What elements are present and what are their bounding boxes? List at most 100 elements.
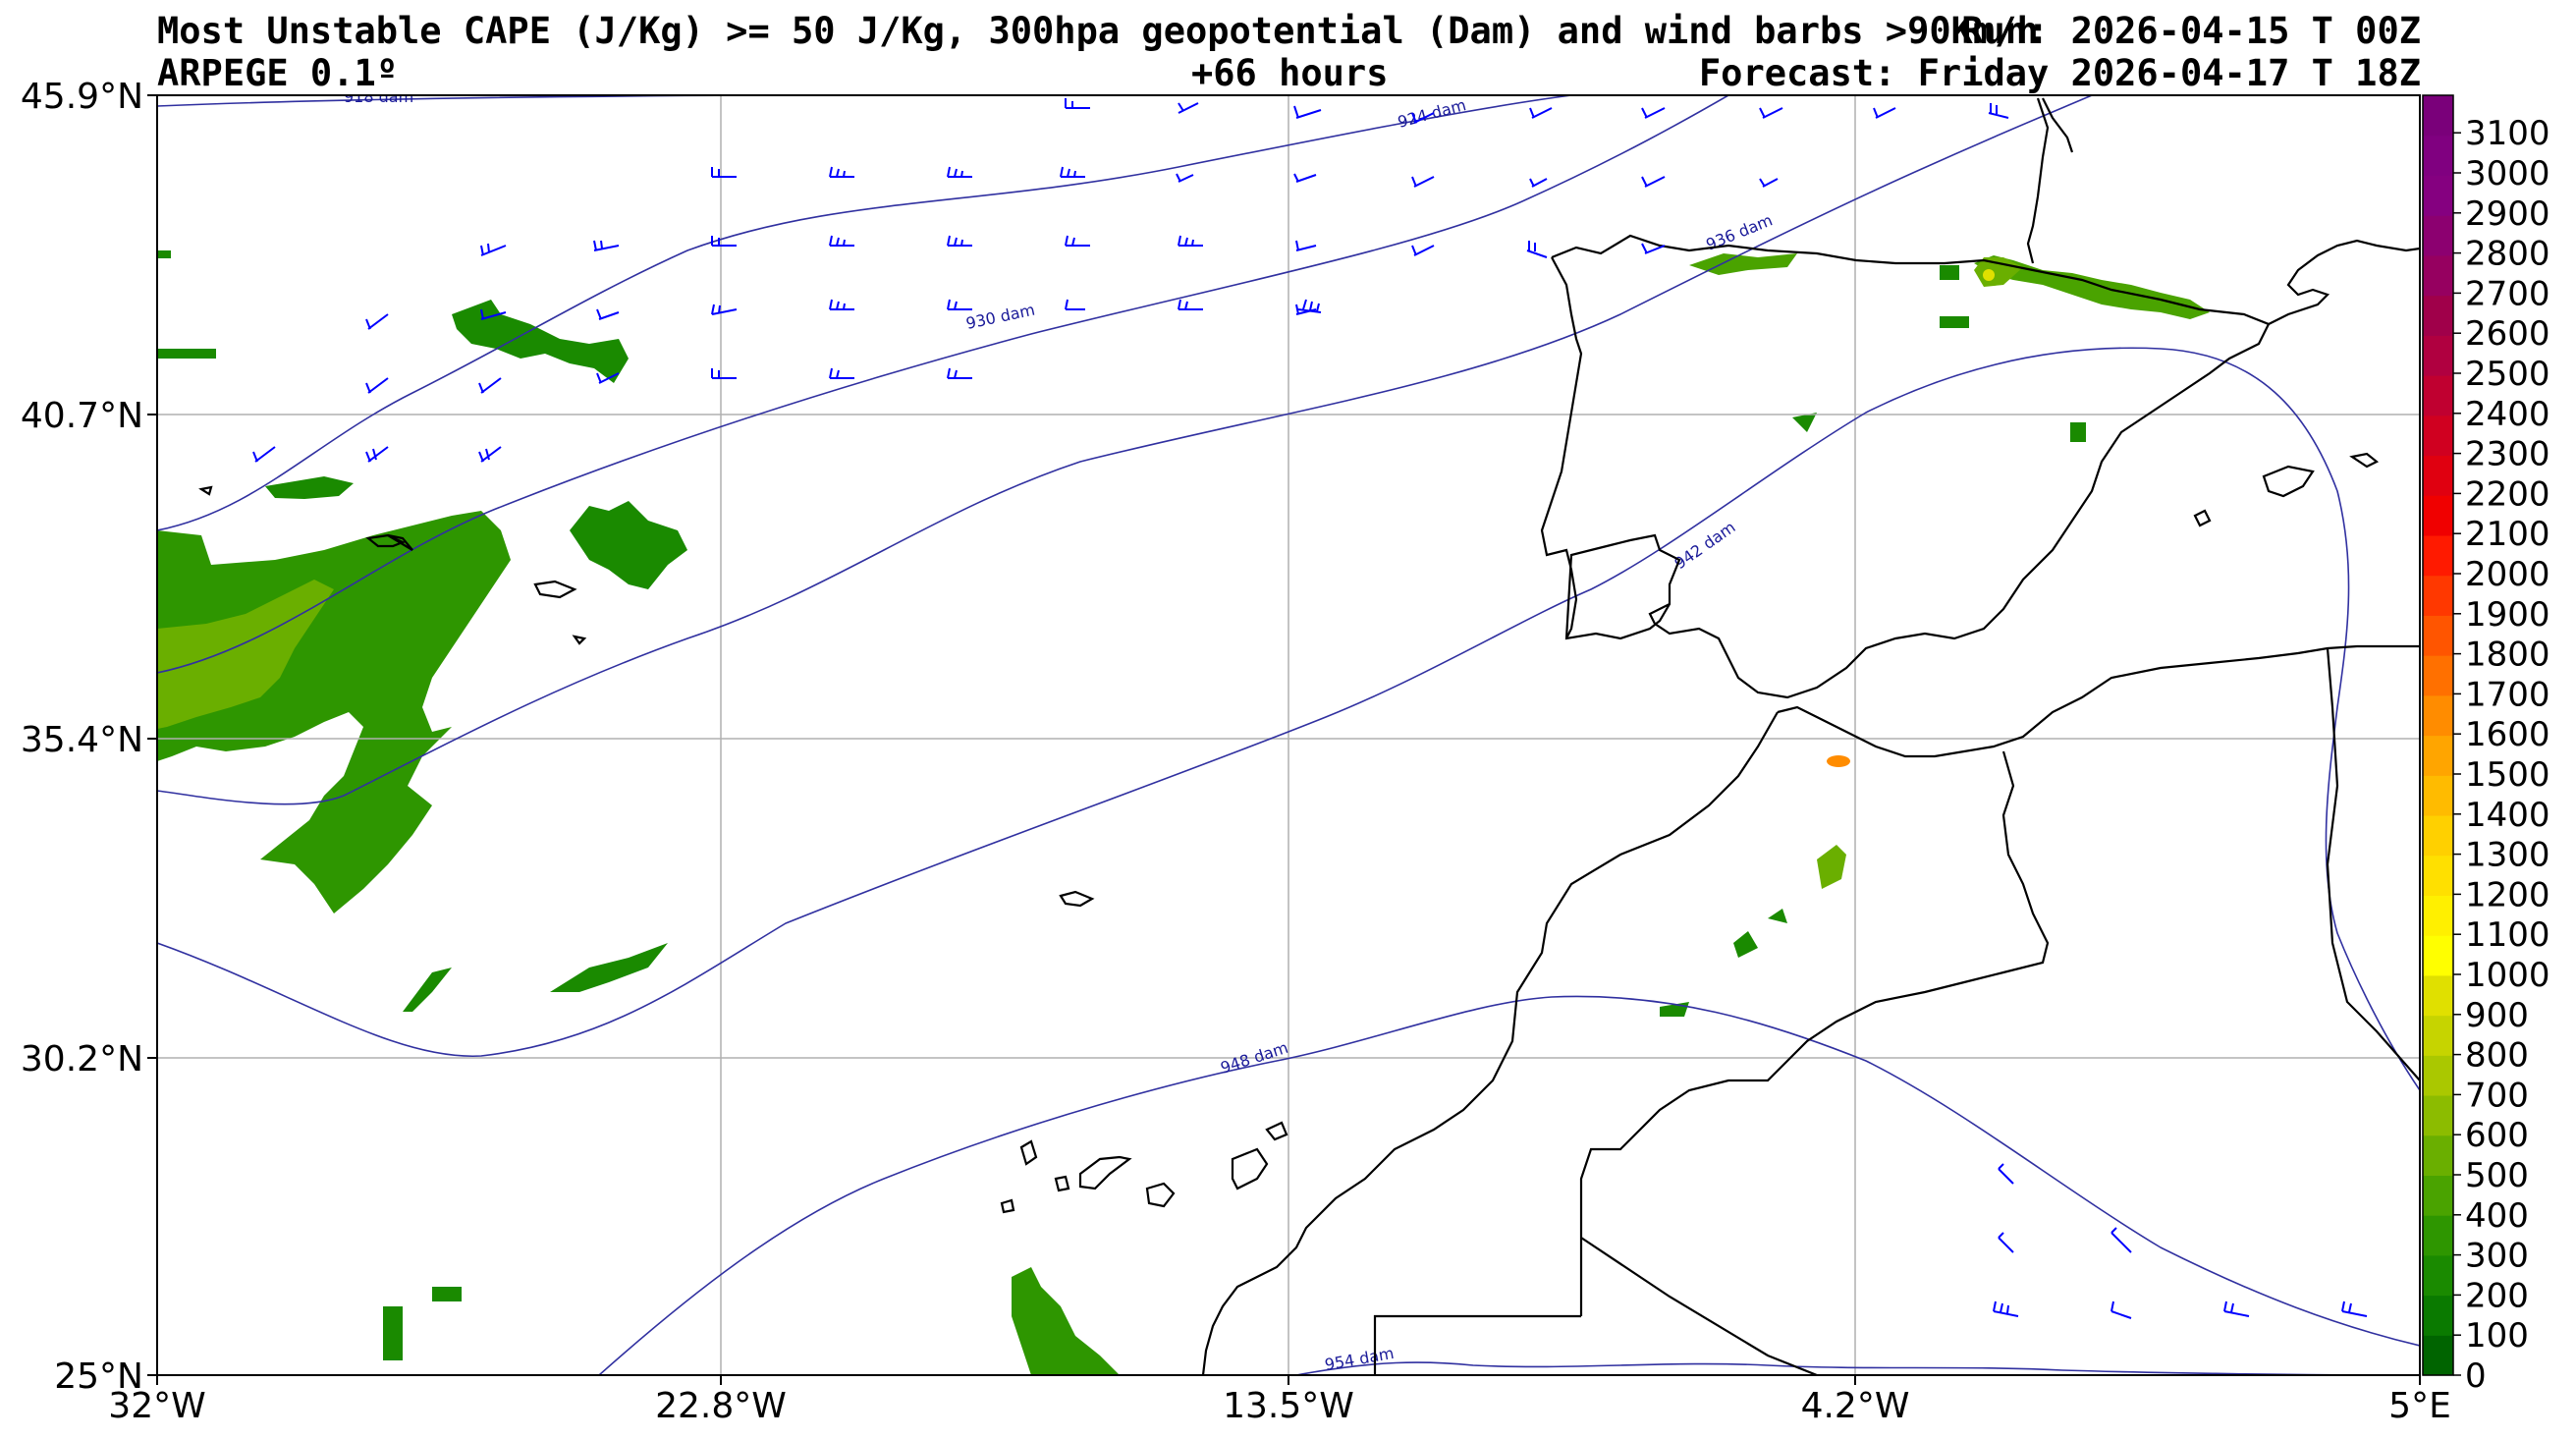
lon-label: 5°E <box>2388 1386 2451 1426</box>
wind-barb <box>593 240 620 251</box>
cape-area-south-4 <box>432 1287 462 1301</box>
coast-portugal-west <box>1540 256 1583 639</box>
colorbar-segment <box>2423 1135 2453 1177</box>
cape-area-pyrenees <box>1974 255 2210 319</box>
contour-942 <box>157 347 2420 1091</box>
wind-barb <box>252 446 276 463</box>
latitude-labels: 45.9°N 40.7°N 35.4°N 30.2°N 25°N <box>21 77 143 1397</box>
colorbar-segment <box>2423 135 2453 177</box>
island-azores-1 <box>365 533 406 548</box>
colorbar-segment <box>2423 895 2453 936</box>
colorbar-segment <box>2423 254 2453 297</box>
colorbar-tick-label: 1700 <box>2465 675 2550 714</box>
wind-barb <box>1065 98 1090 109</box>
wind-barb <box>711 167 737 178</box>
wind-barb <box>1178 102 1199 114</box>
wind-barbs <box>252 98 2368 1319</box>
cape-area-south-3 <box>383 1306 403 1360</box>
wind-barb <box>478 446 502 463</box>
wind-barb <box>1411 176 1435 188</box>
colorbar-tick-label: 200 <box>2465 1276 2529 1315</box>
wind-barb <box>1529 178 1548 188</box>
cape-area-canary <box>1012 1267 1120 1375</box>
wind-barb <box>480 243 507 256</box>
wind-barb <box>1060 166 1085 178</box>
cape-area-atlantic-main <box>157 511 511 913</box>
cape-area-atlantic-core <box>157 580 334 729</box>
island-menorca <box>2349 452 2380 469</box>
colorbar-segment <box>2423 1335 2453 1376</box>
lat-label: 35.4°N <box>21 720 143 760</box>
contour-924 <box>157 95 1572 531</box>
chart-title: Most Unstable CAPE (J/Kg) >= 50 J/Kg, 30… <box>157 10 2039 52</box>
wind-barb <box>365 446 389 463</box>
border-western-sahara <box>1373 1314 1581 1375</box>
coast-morocco-atlantic <box>1201 711 1779 1375</box>
colorbar-tick-label: 2500 <box>2465 355 2550 394</box>
colorbar-tick-label: 2300 <box>2465 435 2550 474</box>
wind-barb <box>596 372 620 384</box>
wind-barb <box>947 235 972 247</box>
wind-barb <box>478 377 502 394</box>
colorbar-segment <box>2423 775 2453 816</box>
colorbar-tick-label: 3100 <box>2465 114 2550 153</box>
wind-barb <box>711 304 738 315</box>
colorbar-tick-label: 900 <box>2465 996 2529 1035</box>
wind-barb <box>2223 1301 2250 1317</box>
cape-area-south-1 <box>550 943 668 992</box>
wind-barb <box>1176 173 1194 183</box>
cape-area-morocco-4 <box>1768 909 1787 923</box>
island-canary-1 <box>1019 1139 1038 1166</box>
wind-barb <box>829 166 854 178</box>
colorbar-tick-label: 100 <box>2465 1316 2529 1356</box>
colorbar-segment <box>2423 1254 2453 1297</box>
wind-barb <box>596 308 620 320</box>
cape-area-iberia-east <box>2070 422 2086 442</box>
cape-fields <box>157 250 2210 1375</box>
island-canary-6 <box>1265 1121 1288 1141</box>
colorbar-segment <box>2423 175 2453 216</box>
colorbar-segment <box>2423 694 2453 737</box>
wind-barb <box>365 313 389 330</box>
colorbar-tick-label: 3000 <box>2465 154 2550 194</box>
lon-label: 13.5°W <box>1223 1386 1354 1426</box>
axis-tick-marks <box>147 94 2421 1385</box>
lat-label: 30.2°N <box>21 1039 143 1079</box>
colorbar-segment <box>2423 1295 2453 1336</box>
colorbar-segment <box>2423 375 2453 416</box>
colorbar-tick-label: 0 <box>2465 1356 2487 1396</box>
coast-iberia-portugal <box>1551 234 2271 699</box>
longitude-labels: 32°W 22.8°W 13.5°W 4.2°W 5°E <box>108 1386 2451 1426</box>
colorbar-segment <box>2423 1055 2453 1096</box>
coast-france-south <box>2026 97 2050 264</box>
colorbar-segment <box>2423 575 2453 616</box>
lon-label: 22.8°W <box>655 1386 787 1426</box>
wind-barb <box>1998 1163 2014 1185</box>
colorbar-segment <box>2423 95 2453 137</box>
wind-barb <box>1297 299 1322 313</box>
colorbar-tick-label: 1800 <box>2465 636 2550 675</box>
colorbar-tick-label: 1600 <box>2465 715 2550 754</box>
cape-area-iberia-2 <box>1792 413 1817 432</box>
colorbar-tick-label: 1100 <box>2465 915 2550 955</box>
model-label: ARPEGE 0.1º <box>157 52 399 94</box>
contour-label-918: 918 dam <box>344 87 413 106</box>
colorbar-segment <box>2423 935 2453 976</box>
wind-barb <box>1526 241 1548 258</box>
island-canary-4 <box>1145 1182 1176 1208</box>
colorbar-segment <box>2423 1015 2453 1056</box>
island-ibiza <box>2193 509 2212 527</box>
wind-barb <box>829 235 854 247</box>
colorbar-tick-label: 2400 <box>2465 395 2550 434</box>
colorbar-segment <box>2423 215 2453 256</box>
wind-barb <box>711 236 737 247</box>
wind-barb <box>1293 105 1322 119</box>
cape-area-iberia-north-1 <box>1689 253 1797 275</box>
cape-area-morocco-3 <box>1733 931 1758 958</box>
coast-iberia-east-med <box>2268 239 2420 325</box>
colorbar-segment <box>2423 1215 2453 1256</box>
contour-930 <box>157 95 1729 674</box>
wind-barb <box>1759 107 1783 119</box>
wind-barb <box>711 368 737 379</box>
colorbar-tick-label: 300 <box>2465 1237 2529 1276</box>
